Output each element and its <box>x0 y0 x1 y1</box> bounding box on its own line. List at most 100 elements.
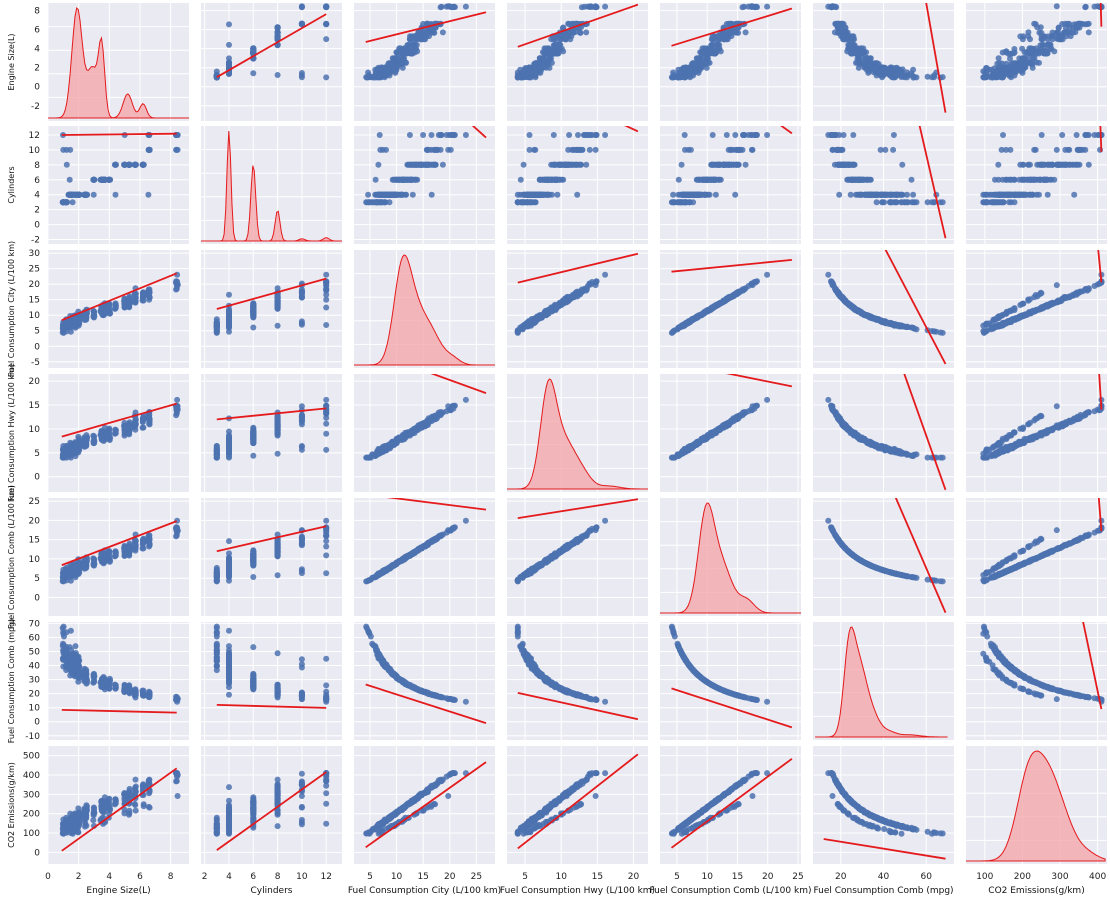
panel-background <box>966 126 1107 244</box>
scatter-point <box>250 314 256 320</box>
scatter-point <box>859 177 865 183</box>
scatter-point <box>364 199 370 205</box>
scatter-point <box>1040 162 1046 168</box>
scatter-point <box>429 132 435 138</box>
scatter-point <box>420 132 426 138</box>
scatter-point <box>113 192 119 198</box>
scatter-point <box>878 71 884 77</box>
scatter-point <box>521 162 527 168</box>
scatter-point <box>983 192 989 198</box>
scatter-point <box>995 162 1001 168</box>
scatter-point <box>1054 3 1060 9</box>
y-tick-label: 4 <box>34 45 40 55</box>
scatter-point <box>890 147 896 153</box>
scatter-point <box>299 70 305 76</box>
scatter-point <box>909 177 915 183</box>
panel-2-0 <box>48 250 189 368</box>
y-tick-label: 8 <box>34 7 40 17</box>
scatter-point <box>850 132 856 138</box>
scatter-point <box>299 290 305 296</box>
scatter-point <box>910 67 916 73</box>
scatter-point <box>1040 42 1046 48</box>
scatter-point <box>690 65 696 71</box>
scatter-point <box>275 301 281 307</box>
scatter-point <box>396 48 402 54</box>
scatter-point <box>593 147 599 153</box>
scatter-point <box>67 147 73 153</box>
scatter-point <box>323 3 329 9</box>
scatter-point <box>463 132 469 138</box>
panel-background <box>507 126 648 244</box>
scatter-point <box>250 49 256 55</box>
scatter-point <box>408 36 414 42</box>
scatter-point <box>446 3 452 9</box>
scatter-point <box>1025 29 1031 35</box>
scatter-point <box>1012 199 1018 205</box>
scatter-point <box>690 199 696 205</box>
scatter-point <box>981 75 987 81</box>
scatter-point <box>748 132 754 138</box>
scatter-point <box>75 192 81 198</box>
scatter-point <box>84 311 90 317</box>
scatter-point <box>891 74 897 80</box>
scatter-point <box>853 192 859 198</box>
scatter-point <box>375 162 381 168</box>
y-tick-label: 2 <box>34 64 40 74</box>
scatter-point <box>1045 192 1051 198</box>
scatter-point <box>899 162 905 168</box>
y-tick-label: 12 <box>29 131 40 141</box>
scatter-point <box>60 199 66 205</box>
scatter-point <box>323 282 329 288</box>
scatter-point <box>91 177 97 183</box>
y-axis-label: Engine Size(L) <box>7 33 16 90</box>
scatter-point <box>1050 36 1056 42</box>
scatter-point <box>669 75 675 81</box>
scatter-point <box>990 199 996 205</box>
scatter-point <box>579 4 585 10</box>
scatter-point <box>1020 36 1026 42</box>
scatter-point <box>1036 30 1042 36</box>
scatter-point <box>743 162 749 168</box>
scatter-point <box>999 74 1005 80</box>
scatter-point <box>1074 132 1080 138</box>
scatter-point <box>732 192 738 198</box>
scatter-point <box>147 290 153 296</box>
scatter-point <box>91 314 97 320</box>
scatter-point <box>1037 177 1043 183</box>
scatter-point <box>830 3 836 9</box>
scatter-point <box>407 132 413 138</box>
y-tick-label: 0 <box>34 83 40 93</box>
scatter-point <box>1039 132 1045 138</box>
scatter-point <box>707 192 713 198</box>
scatter-point <box>438 4 444 10</box>
y-tick-label: 6 <box>34 176 40 186</box>
scatter-point <box>734 30 740 36</box>
panel-background <box>48 126 189 244</box>
scatter-point <box>532 192 538 198</box>
scatter-point <box>830 132 836 138</box>
scatter-point <box>677 69 683 75</box>
scatter-point <box>371 199 377 205</box>
scatter-point <box>102 306 108 312</box>
scatter-point <box>299 4 305 10</box>
scatter-point <box>1095 3 1101 9</box>
scatter-point <box>992 69 998 75</box>
scatter-point <box>1025 49 1031 55</box>
scatter-point <box>688 71 694 77</box>
scatter-point <box>420 21 426 27</box>
scatter-point <box>91 192 97 198</box>
scatter-point <box>699 192 705 198</box>
scatter-point <box>391 55 397 61</box>
scatter-point <box>1008 192 1014 198</box>
scatter-point <box>518 177 524 183</box>
scatter-point <box>250 325 256 331</box>
scatter-point <box>670 192 676 198</box>
scatter-point <box>867 177 873 183</box>
scatter-point <box>716 162 722 168</box>
scatter-point <box>682 199 688 205</box>
scatter-point <box>1016 177 1022 183</box>
scatter-point <box>694 55 700 61</box>
scatter-point <box>1082 4 1088 10</box>
scatter-point <box>583 162 589 168</box>
scatter-point <box>710 162 716 168</box>
